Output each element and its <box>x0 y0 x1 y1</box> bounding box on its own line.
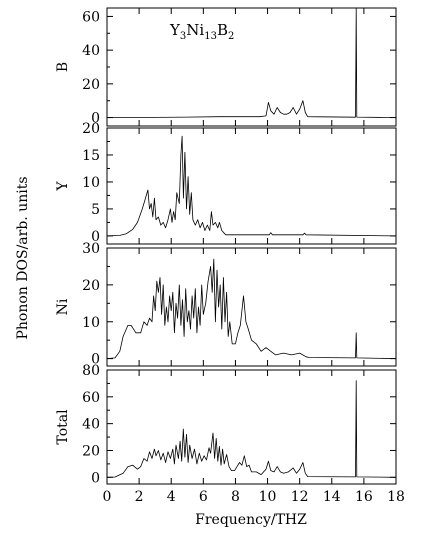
series-line-y <box>106 135 397 237</box>
panel-frame <box>106 369 397 485</box>
x-tick-label: 2 <box>135 489 144 505</box>
y-tick-label: 60 <box>82 9 100 25</box>
chart-title: Y3Ni13B2 <box>169 21 234 42</box>
y-tick-label: 40 <box>82 43 100 59</box>
series-line-total <box>106 380 397 478</box>
x-tick-label: 0 <box>103 489 112 505</box>
x-tick-label: 16 <box>355 489 373 505</box>
series-line-b <box>106 7 397 118</box>
chart-panels: 0204060B05101520Y0102030Ni020406080Total… <box>55 7 405 505</box>
y-tick-label: 20 <box>82 278 100 294</box>
x-tick-label: 12 <box>291 489 309 505</box>
y-tick-label: 80 <box>82 363 100 379</box>
panel-ni: 0 10 20 30 Ni <box>55 241 397 368</box>
panel-b: 0 20 40 60 B <box>55 7 397 127</box>
y-tick-label: 5 <box>91 202 100 218</box>
x-tick-label: 18 <box>387 489 405 505</box>
x-tick-label: 8 <box>231 489 240 505</box>
y-tick-label: 0 <box>91 352 100 368</box>
y-tick-label: 40 <box>82 417 100 433</box>
y-tick-label: 30 <box>82 241 100 257</box>
y-tick-label: 15 <box>82 148 100 164</box>
series-line-ni <box>106 258 397 359</box>
y-tick-label: 0 <box>91 470 100 486</box>
y-tick-label: 20 <box>82 121 100 137</box>
y-tick-label: 10 <box>82 315 100 331</box>
panel-label-ni: Ni <box>55 298 71 315</box>
panel-label-y: Y <box>55 181 71 192</box>
y-tick-label: 0 <box>91 111 100 127</box>
y-axis-label: Phonon DOS/arb. units <box>15 176 31 339</box>
panel-y: 0 5 10 15 20 Y <box>55 121 397 245</box>
x-tick-label: 4 <box>167 489 176 505</box>
x-tick-label: 10 <box>259 489 277 505</box>
y-tick-label: 60 <box>82 390 100 406</box>
panel-frame <box>106 247 397 367</box>
panel-label-b: B <box>55 62 71 72</box>
y-tick-label: 20 <box>82 443 100 459</box>
panel-total: 0 20 40 60 80 Total 0 2 4 6 8 10 12 14 16 18 <box>55 363 405 505</box>
x-tick-label: 14 <box>323 489 341 505</box>
x-axis-label: Frequency/THZ <box>195 512 307 528</box>
y-tick-label: 0 <box>91 229 100 245</box>
panel-frame <box>106 127 397 245</box>
y-tick-label: 10 <box>82 175 100 191</box>
panel-label-total: Total <box>55 409 71 445</box>
x-tick-label: 6 <box>199 489 208 505</box>
panel-frame <box>106 7 397 127</box>
y-tick-label: 20 <box>82 77 100 93</box>
